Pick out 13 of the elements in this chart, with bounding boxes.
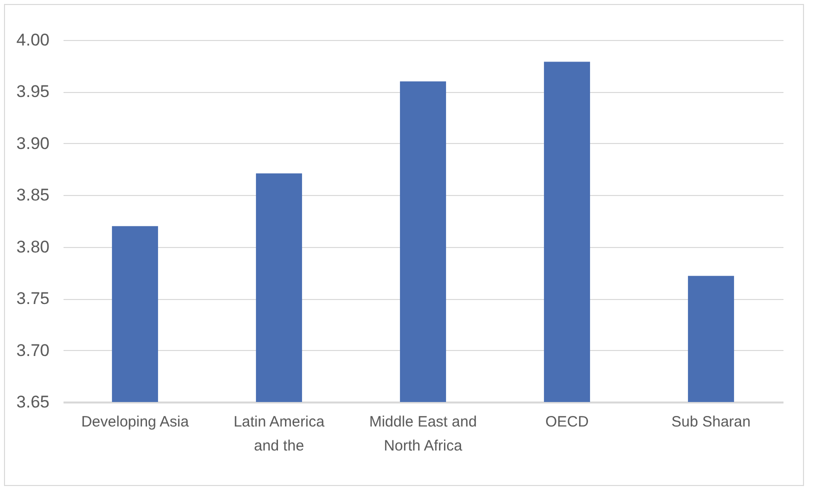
x-tick-label: Sub Sharan <box>671 414 751 430</box>
x-tick-label: Middle East and North Africa <box>369 414 477 454</box>
y-tick-label: 3.75 <box>16 289 50 308</box>
y-tick-label: 3.70 <box>16 340 50 360</box>
y-tick-label: 3.95 <box>16 82 50 102</box>
x-tick-label: OECD <box>545 414 589 430</box>
y-tick-label: 3.85 <box>16 186 50 205</box>
x-tick-label: Latin America and the <box>234 414 326 454</box>
y-tick-label: 3.80 <box>16 237 50 256</box>
y-tick-label: 3.65 <box>16 392 50 412</box>
y-tick-label: 4.00 <box>16 30 50 50</box>
y-tick-label: 3.90 <box>16 134 50 153</box>
x-tick-label: Developing Asia <box>81 414 190 430</box>
